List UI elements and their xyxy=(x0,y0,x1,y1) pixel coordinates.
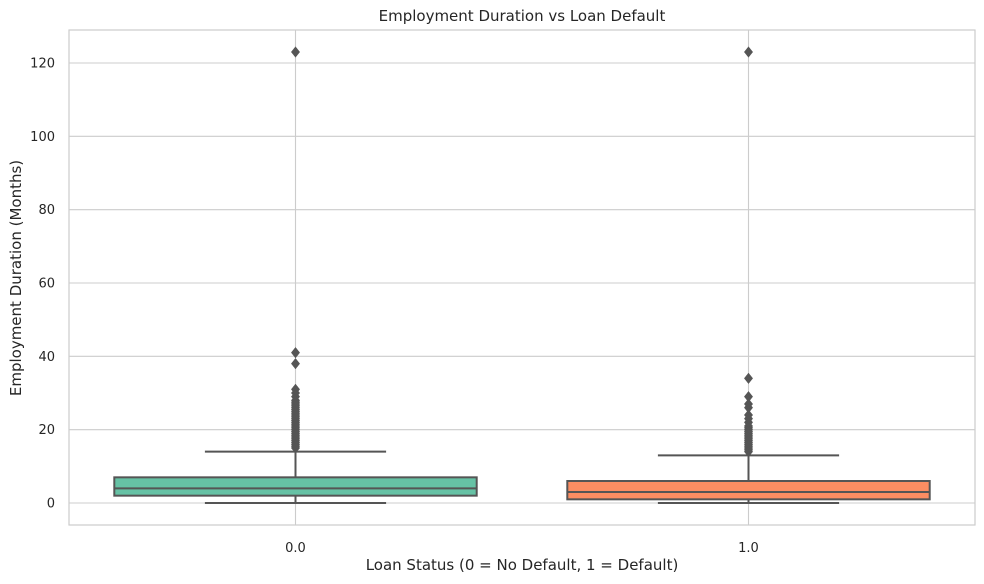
plot-area xyxy=(68,29,976,526)
outlier-point xyxy=(743,46,754,58)
box-group xyxy=(566,46,931,504)
box-group xyxy=(113,46,478,504)
y-tick-labels: 0 20 40 60 80 100 120 xyxy=(30,57,55,512)
outlier-point xyxy=(290,46,301,58)
y-tick-label: 100 xyxy=(30,130,55,145)
x-axis-label: Loan Status (0 = No Default, 1 = Default… xyxy=(366,556,679,574)
y-axis-label: Employment Duration (Months) xyxy=(7,160,25,396)
outlier-point xyxy=(290,358,301,370)
y-tick-label: 60 xyxy=(38,277,55,292)
chart-title: Employment Duration vs Loan Default xyxy=(379,7,666,25)
y-tick-label: 120 xyxy=(30,57,55,72)
x-tick-label: 1.0 xyxy=(738,541,759,556)
outlier-point xyxy=(743,372,754,384)
x-tick-label: 0.0 xyxy=(285,541,306,556)
outlier-point xyxy=(290,383,301,395)
y-tick-label: 20 xyxy=(38,423,55,438)
y-tick-label: 40 xyxy=(38,350,55,365)
box-iqr xyxy=(113,476,478,497)
x-tick-labels: 0.0 1.0 xyxy=(285,541,759,556)
boxes xyxy=(113,46,931,504)
box-iqr xyxy=(566,480,931,501)
outlier-point xyxy=(290,347,301,359)
outlier-point xyxy=(743,409,754,421)
y-tick-label: 0 xyxy=(47,497,55,512)
y-tick-label: 80 xyxy=(38,203,55,218)
outlier-point xyxy=(743,391,754,403)
outlier-point xyxy=(743,398,754,410)
